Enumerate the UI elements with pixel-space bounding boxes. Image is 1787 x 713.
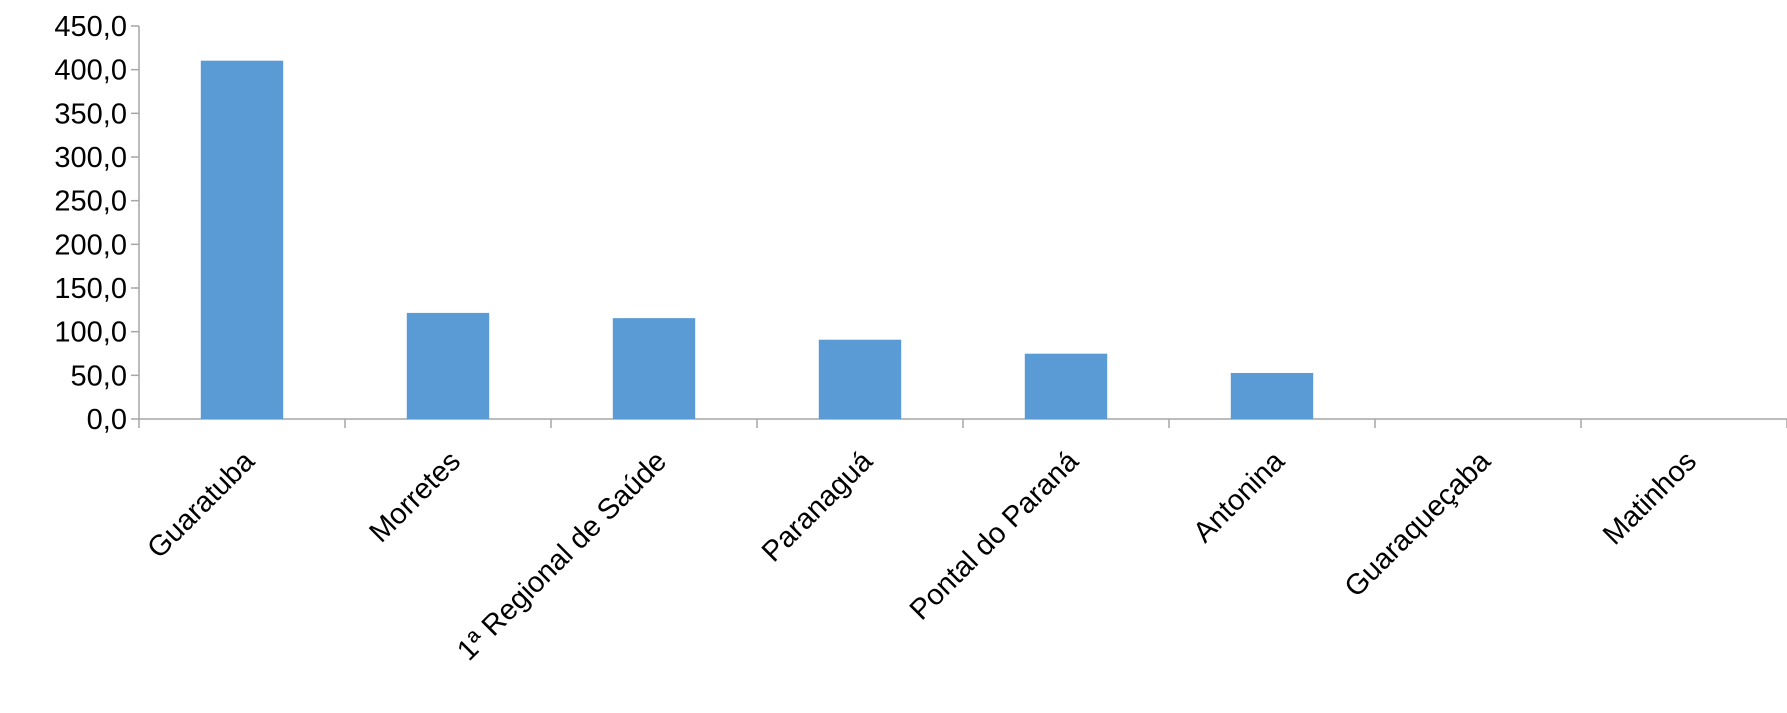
x-category-label: Guaratuba: [141, 445, 261, 565]
y-tick-label: 200,0: [54, 229, 127, 261]
y-tick-label: 450,0: [54, 11, 127, 43]
bar-series: [200, 60, 1314, 420]
bar: [1024, 353, 1108, 419]
x-category-label: Morretes: [363, 445, 467, 549]
x-category-label: Matinhos: [1597, 445, 1703, 551]
bar: [612, 318, 696, 419]
x-category-label: Paranaguá: [756, 445, 880, 569]
bar: [818, 339, 902, 419]
y-tick-label: 300,0: [54, 142, 127, 174]
x-category-label: 1ª Regional de Saúde: [451, 445, 673, 667]
bar: [406, 312, 490, 419]
x-axis-ticks: [138, 419, 1787, 428]
y-axis-ticks: 0,0 50,0 100,0 150,0 200,0 250,0 300,0 350,0 400…: [54, 11, 139, 436]
x-category-label: Guaraqueçaba: [1339, 445, 1498, 604]
bar: [1230, 372, 1314, 419]
y-tick-label: 250,0: [54, 186, 127, 218]
bar: [200, 60, 284, 420]
y-tick-label: 350,0: [54, 98, 127, 130]
y-tick-label: 150,0: [54, 273, 127, 305]
x-category-label: Antonina: [1187, 445, 1291, 549]
y-tick-label: 50,0: [71, 360, 127, 392]
y-tick-label: 0,0: [87, 404, 127, 436]
x-category-label: Pontal do Paraná: [904, 445, 1086, 627]
y-tick-label: 400,0: [54, 55, 127, 87]
y-tick-label: 100,0: [54, 317, 127, 349]
